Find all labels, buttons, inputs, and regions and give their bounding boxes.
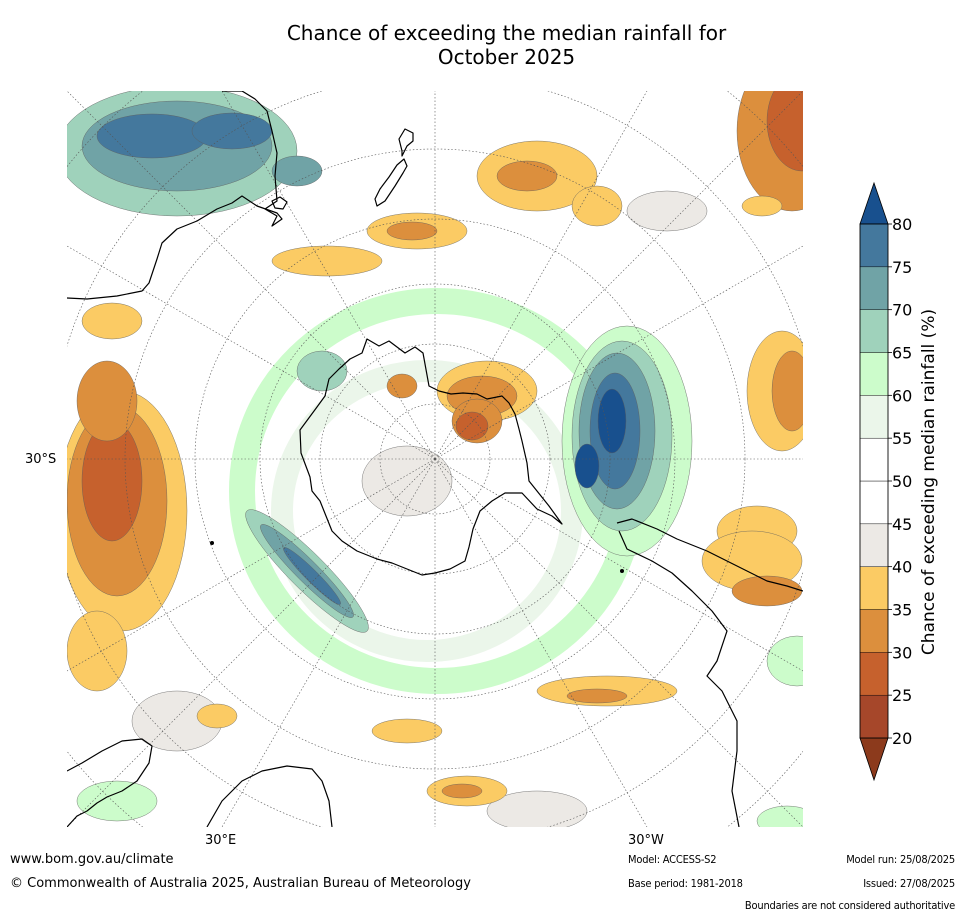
- colorbar-band: [859, 223, 889, 268]
- antarctica-coastline: [299, 338, 563, 576]
- colorbar-band: [859, 437, 889, 482]
- colorbar-tick-label: 70: [892, 301, 912, 320]
- new-zealand-coastline: [374, 128, 414, 207]
- map-title: Chance of exceeding the median rainfall …: [60, 21, 953, 69]
- colorbar-band: [859, 523, 889, 567]
- boundaries-disclaimer: Boundaries are not considered authoritat…: [744, 899, 955, 912]
- colorbar-tick-label: 25: [892, 686, 912, 705]
- issued-date: Issued: 27/08/2025: [863, 877, 955, 890]
- south-america-coastline: [616, 518, 803, 827]
- colorbar-band: [859, 566, 889, 610]
- map-title-line-1: Chance of exceeding the median rainfall …: [286, 21, 727, 45]
- map-title-line-2: October 2025: [437, 45, 576, 69]
- colorbar-band: [859, 352, 889, 396]
- longitude-label-30e: 30°E: [205, 833, 237, 848]
- colorbar: 20 25 30 35 40 45 50 55 60 65 70 75 80: [855, 180, 965, 785]
- colorbar-tick-label: 55: [892, 429, 912, 448]
- colorbar-tick-label: 35: [892, 601, 912, 620]
- colorbar-tick-label: 45: [892, 515, 912, 534]
- latitude-label-30s: 30°S: [25, 452, 57, 467]
- bom-website: www.bom.gov.au/climate: [10, 852, 174, 867]
- model-run-date: Model run: 25/08/2025: [846, 853, 955, 866]
- graticule: [67, 91, 803, 827]
- base-period: Base period: 1981-2018: [628, 877, 743, 890]
- colorbar-over-arrow: [859, 181, 889, 225]
- colorbar-band: [859, 395, 889, 439]
- colorbar-tick-label: 60: [892, 386, 912, 405]
- copyright-notice: © Commonwealth of Australia 2025, Austra…: [10, 876, 471, 891]
- colorbar-tick-label: 30: [892, 643, 912, 662]
- coastlines: [67, 91, 803, 827]
- colorbar-band: [859, 652, 889, 696]
- colorbar-tick-label: 40: [892, 558, 912, 577]
- colorbar-tick-label: 20: [892, 729, 912, 748]
- colorbar-band: [859, 609, 889, 653]
- colorbar-label: Chance of exceeding median rainfall (%): [919, 308, 939, 656]
- probability-field: [67, 91, 803, 827]
- colorbar-band: [859, 266, 889, 310]
- colorbar-band: [859, 309, 889, 353]
- colorbar-under-arrow: [859, 737, 889, 782]
- colorbar-band: [859, 480, 889, 525]
- longitude-label-30w: 30°W: [628, 833, 664, 848]
- model-name: Model: ACCESS-S2: [628, 853, 717, 866]
- colorbar-tick-label: 65: [892, 344, 912, 363]
- africa-coastline: [67, 738, 333, 827]
- tasmania-coastline: [271, 196, 288, 210]
- australia-coastline: [67, 91, 283, 300]
- colorbar-band: [859, 694, 889, 739]
- colorbar-tick-label: 80: [892, 215, 912, 234]
- rainfall-probability-map: [67, 91, 803, 827]
- colorbar-tick-label: 50: [892, 472, 912, 491]
- colorbar-tick-label: 75: [892, 258, 912, 277]
